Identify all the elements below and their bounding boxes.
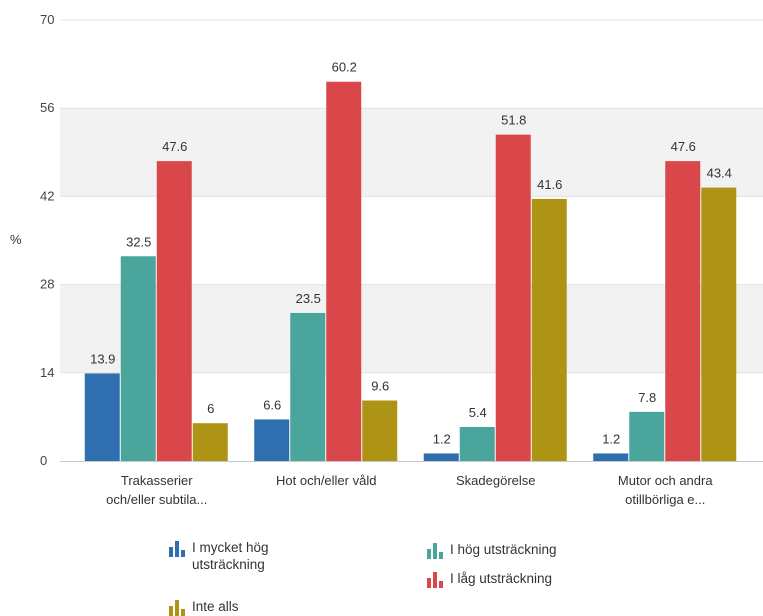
category-label: otillbörliga e... — [625, 492, 705, 507]
bar-chart-icon — [169, 541, 185, 557]
data-label: 51.8 — [501, 113, 526, 128]
data-label: 9.6 — [371, 379, 389, 394]
bar[interactable] — [326, 81, 362, 462]
bar[interactable] — [290, 312, 326, 461]
data-label: 6.6 — [263, 397, 281, 412]
category-label: Skadegörelse — [456, 473, 536, 488]
category-label: Hot och/eller våld — [276, 473, 376, 488]
bar[interactable] — [665, 161, 701, 461]
bar[interactable] — [593, 453, 629, 461]
data-label: 32.5 — [126, 234, 151, 249]
y-tick-label: 56 — [40, 100, 54, 115]
data-label: 47.6 — [162, 139, 187, 154]
data-label: 7.8 — [638, 390, 656, 405]
y-axis-label: % — [10, 232, 22, 247]
bar[interactable] — [362, 400, 398, 461]
legend-label-line: utsträckning — [192, 557, 265, 572]
bar[interactable] — [156, 161, 192, 461]
legend-item[interactable]: I hög utsträckning — [426, 541, 557, 559]
bar[interactable] — [84, 373, 120, 461]
bar[interactable] — [701, 187, 737, 461]
data-label: 5.4 — [469, 405, 487, 420]
category-label: Mutor och andra — [618, 473, 713, 488]
legend-label: I låg utsträckning — [450, 570, 552, 587]
legend-label-line: I mycket hög — [192, 540, 269, 555]
bar[interactable] — [423, 453, 459, 461]
bar[interactable] — [459, 426, 495, 461]
bar-chart-icon — [169, 600, 185, 616]
bar[interactable] — [120, 256, 156, 461]
category-label: Trakasserier — [121, 473, 193, 488]
data-labels: 13.9 32.5 47.6 6 6.6 23.5 60.2 9.6 1.2 5.4 51.8 41.… — [90, 60, 732, 447]
data-label: 6 — [207, 401, 214, 416]
bar[interactable] — [531, 198, 567, 462]
bars — [84, 81, 737, 462]
data-label: 43.4 — [707, 166, 732, 181]
legend-item[interactable]: Inte alls — [168, 598, 239, 616]
legend-label: Inte alls — [192, 598, 239, 615]
legend-label-line: Inte alls — [192, 599, 239, 614]
y-tick-label: 14 — [40, 365, 54, 380]
legend-label-line: I låg utsträckning — [450, 571, 553, 586]
category-label: och/eller subtila... — [106, 492, 207, 507]
data-label: 1.2 — [433, 431, 451, 446]
bar[interactable] — [192, 423, 228, 461]
bar[interactable] — [629, 411, 665, 461]
legend-label: I mycket hög utsträckning — [192, 539, 269, 573]
y-tick-label: 70 — [40, 12, 54, 27]
legend-label: I hög utsträckning — [450, 541, 557, 558]
y-tick-label: 28 — [40, 277, 54, 292]
data-label: 23.5 — [296, 291, 321, 306]
legend-label-line: I hög utsträckning — [450, 542, 557, 557]
y-tick-label: 42 — [40, 188, 54, 203]
data-label: 1.2 — [602, 431, 620, 446]
legend-item[interactable]: I mycket hög utsträckning — [168, 539, 269, 573]
category-labels: Trakasserier och/eller subtila... Hot och/… — [106, 473, 713, 507]
data-label: 41.6 — [537, 177, 562, 192]
y-axis-ticks: 0 14 28 42 56 70 — [40, 12, 54, 468]
data-label: 47.6 — [671, 139, 696, 154]
data-label: 13.9 — [90, 351, 115, 366]
bar-chart-icon — [427, 543, 443, 559]
y-tick-label: 0 — [40, 453, 47, 468]
bar[interactable] — [495, 134, 531, 461]
data-label: 60.2 — [332, 60, 357, 75]
bar-chart-icon — [427, 572, 443, 588]
legend-item[interactable]: I låg utsträckning — [426, 570, 552, 588]
bar[interactable] — [254, 419, 290, 461]
